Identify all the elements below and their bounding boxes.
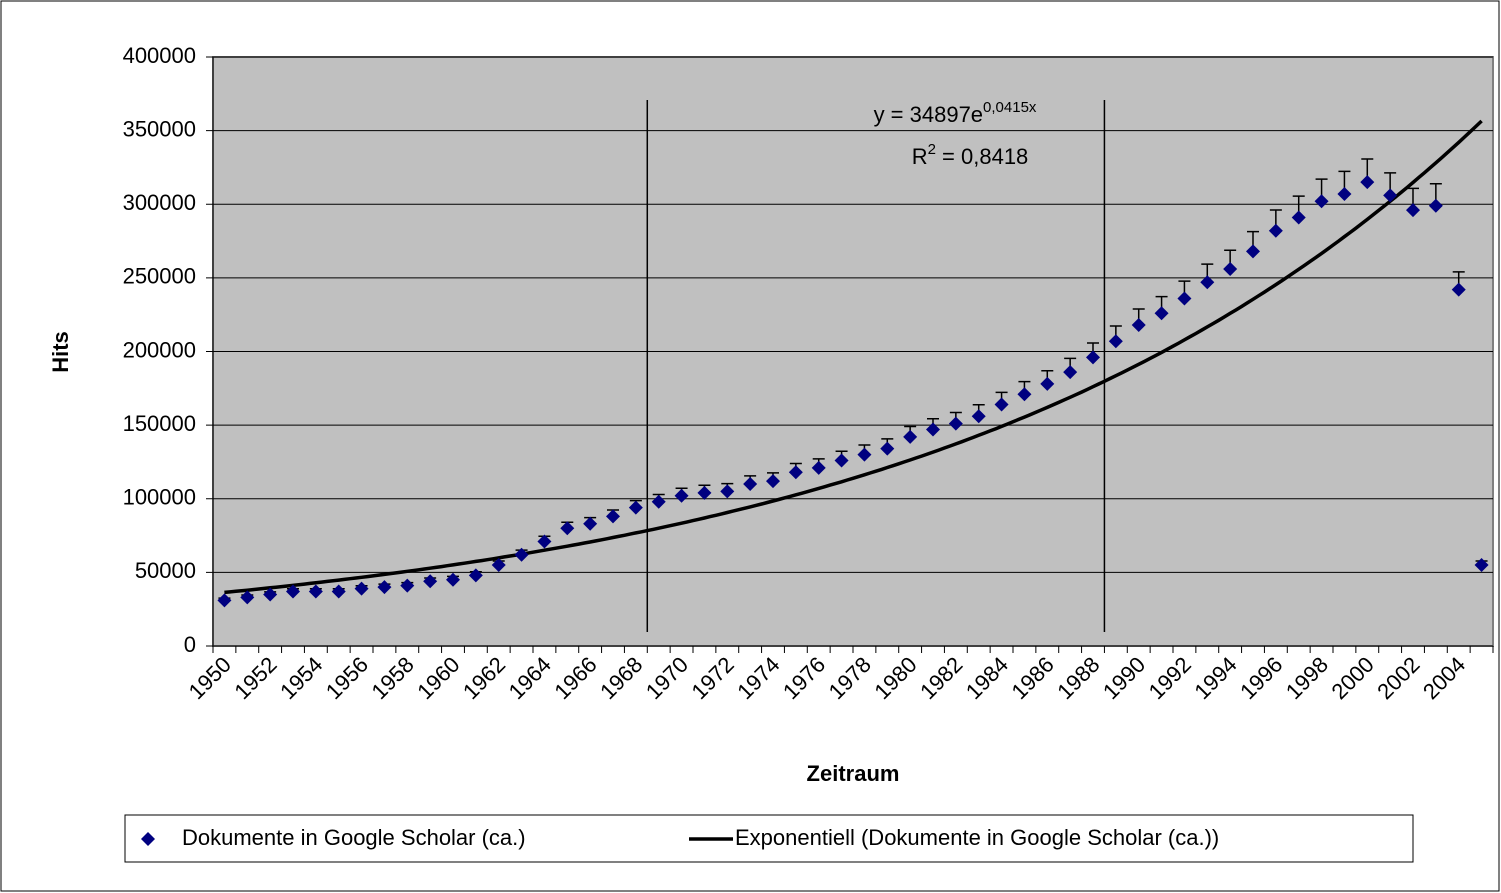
data-point [1314,194,1329,209]
data-point [743,477,758,492]
data-point [926,422,940,437]
data-point [1451,282,1466,297]
y-tick-label: 400000 [123,43,196,68]
legend-label: Exponentiell (Dokumente in Google Schola… [735,825,1219,850]
y-tick-label: 200000 [123,337,196,362]
data-point [1406,203,1420,218]
data-point [217,593,232,608]
r-sup: 2 [928,141,936,158]
equation: y = 34897e [874,102,983,127]
data-point [1474,558,1489,573]
data-point [1086,350,1100,365]
x-axis-label: Zeitraum [807,761,900,786]
data-point [628,500,643,515]
data-point [491,558,506,573]
data-point [1200,275,1215,290]
data-point [1337,186,1352,201]
data-point [1040,376,1055,391]
r-value: = 0,8418 [936,144,1028,169]
y-tick-label: 0 [184,632,196,657]
data-point [423,574,438,589]
data-point [674,488,689,503]
data-point [354,581,369,596]
data-point [948,416,963,431]
data-point [377,580,392,595]
legend-marker [141,832,155,846]
data-point [1268,223,1283,238]
data-point [263,587,278,602]
data-point [468,568,483,583]
data-point [834,453,849,468]
r-label: R [912,144,928,169]
data-point [331,584,346,599]
data-point [651,494,666,509]
legend [124,814,1414,863]
data-point [857,447,872,462]
data-point [400,578,415,593]
y-tick-label: 100000 [123,485,196,510]
data-point [308,584,323,599]
data-point [880,441,895,456]
data-point [606,509,620,524]
data-point [994,397,1009,412]
y-tick-label: 50000 [135,558,196,583]
data-point [971,409,986,424]
data-point [766,474,780,489]
data-point [1108,334,1123,349]
data-point [1177,291,1192,306]
y-axis-label: Hits [48,331,73,373]
data-point [788,465,803,480]
data-point [1154,306,1169,321]
equation-exponent: 0,0415x [983,99,1037,116]
y-tick-label: 250000 [123,264,196,289]
y-tick-label: 150000 [123,411,196,436]
data-point [811,460,826,475]
y-tick-label: 350000 [123,116,196,141]
data-point [1291,210,1306,225]
data-point [903,429,918,444]
trend-line [224,119,1483,595]
data-point [583,516,598,531]
data-point [560,521,575,536]
y-tick-label: 300000 [123,190,196,215]
trend-equation: y = 34897e0,0415x [874,99,1037,127]
data-point [1246,244,1260,259]
legend-label: Dokumente in Google Scholar (ca.) [182,825,526,850]
data-point [720,484,735,499]
trend-r-squared: R2 = 0,8418 [912,141,1029,169]
data-point [1428,198,1443,213]
data-point [1360,175,1375,190]
data-point [1383,188,1398,203]
data-point [537,534,552,549]
data-point [1131,317,1146,332]
data-point [1223,262,1238,277]
data-point [514,547,529,562]
data-point [1017,387,1032,402]
data-point [697,485,712,500]
data-point [1063,365,1078,380]
data-point [240,590,255,605]
data-point [446,572,460,587]
data-point [286,584,300,599]
